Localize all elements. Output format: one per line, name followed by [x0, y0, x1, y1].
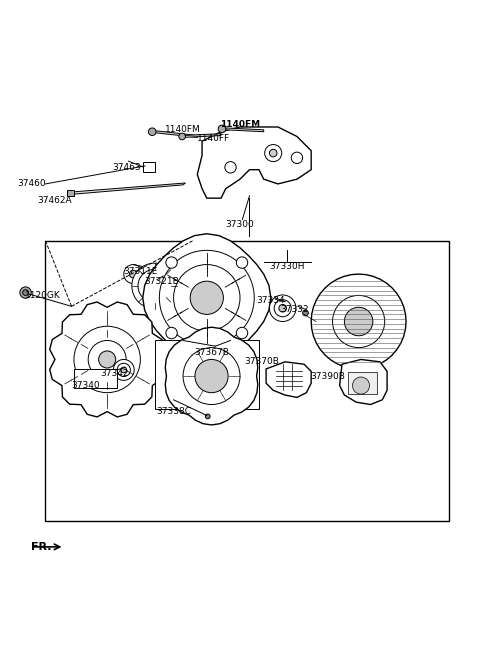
- Text: 37342: 37342: [100, 369, 129, 378]
- Circle shape: [236, 257, 248, 268]
- Text: 37367B: 37367B: [194, 348, 229, 357]
- Circle shape: [218, 125, 226, 132]
- Circle shape: [333, 295, 384, 348]
- Circle shape: [138, 269, 171, 303]
- Text: 37321B: 37321B: [144, 277, 179, 286]
- Polygon shape: [72, 183, 185, 195]
- Text: 37370B: 37370B: [244, 357, 279, 366]
- Polygon shape: [226, 128, 264, 132]
- Circle shape: [183, 348, 240, 404]
- Bar: [155, 340, 259, 409]
- Text: 37338C: 37338C: [156, 407, 191, 416]
- Text: 37300: 37300: [226, 220, 254, 229]
- Circle shape: [205, 414, 210, 419]
- Text: 37332: 37332: [280, 305, 309, 314]
- Circle shape: [23, 290, 28, 295]
- Text: 1140FM: 1140FM: [165, 125, 201, 134]
- Polygon shape: [311, 274, 406, 369]
- Polygon shape: [340, 359, 387, 404]
- Circle shape: [20, 287, 31, 299]
- Bar: [348, 372, 377, 394]
- Circle shape: [344, 307, 373, 336]
- Circle shape: [274, 300, 291, 316]
- Polygon shape: [197, 127, 311, 198]
- Circle shape: [264, 144, 282, 162]
- Circle shape: [225, 162, 236, 173]
- Circle shape: [195, 359, 228, 393]
- Text: 1120GK: 1120GK: [25, 291, 61, 300]
- Circle shape: [190, 281, 223, 314]
- Text: 1140FF: 1140FF: [197, 134, 230, 144]
- Text: 37334: 37334: [256, 296, 285, 305]
- Circle shape: [302, 310, 308, 316]
- Polygon shape: [266, 362, 311, 397]
- Circle shape: [291, 152, 302, 164]
- Circle shape: [159, 250, 254, 346]
- Circle shape: [74, 326, 140, 393]
- Circle shape: [124, 265, 143, 283]
- Circle shape: [132, 263, 178, 308]
- Bar: [46, 241, 449, 521]
- Text: 37390B: 37390B: [311, 371, 345, 381]
- Circle shape: [179, 133, 185, 140]
- Text: 37463: 37463: [112, 163, 141, 172]
- Circle shape: [121, 367, 127, 373]
- Text: 37460: 37460: [17, 179, 46, 189]
- Text: 37330H: 37330H: [270, 262, 305, 271]
- Bar: [67, 190, 74, 196]
- Circle shape: [279, 305, 287, 312]
- Circle shape: [98, 351, 116, 368]
- Circle shape: [166, 327, 177, 339]
- Text: 1140FM: 1140FM: [220, 120, 260, 129]
- Circle shape: [166, 257, 177, 268]
- Text: FR.: FR.: [31, 542, 52, 552]
- Polygon shape: [50, 302, 165, 417]
- Circle shape: [130, 270, 137, 278]
- Bar: [74, 369, 117, 388]
- Polygon shape: [155, 131, 198, 138]
- Circle shape: [269, 295, 296, 322]
- Circle shape: [236, 327, 248, 339]
- Circle shape: [117, 363, 131, 377]
- Polygon shape: [165, 327, 258, 425]
- Text: 37462A: 37462A: [37, 196, 72, 205]
- Circle shape: [148, 128, 156, 136]
- Circle shape: [352, 377, 370, 394]
- Circle shape: [269, 150, 277, 157]
- Text: 37340: 37340: [72, 381, 100, 390]
- Circle shape: [174, 265, 240, 331]
- Circle shape: [88, 340, 126, 379]
- Polygon shape: [143, 234, 271, 362]
- Circle shape: [146, 277, 163, 295]
- Circle shape: [113, 359, 134, 381]
- Polygon shape: [183, 134, 221, 138]
- Text: 37311E: 37311E: [123, 267, 157, 276]
- Bar: [143, 162, 155, 171]
